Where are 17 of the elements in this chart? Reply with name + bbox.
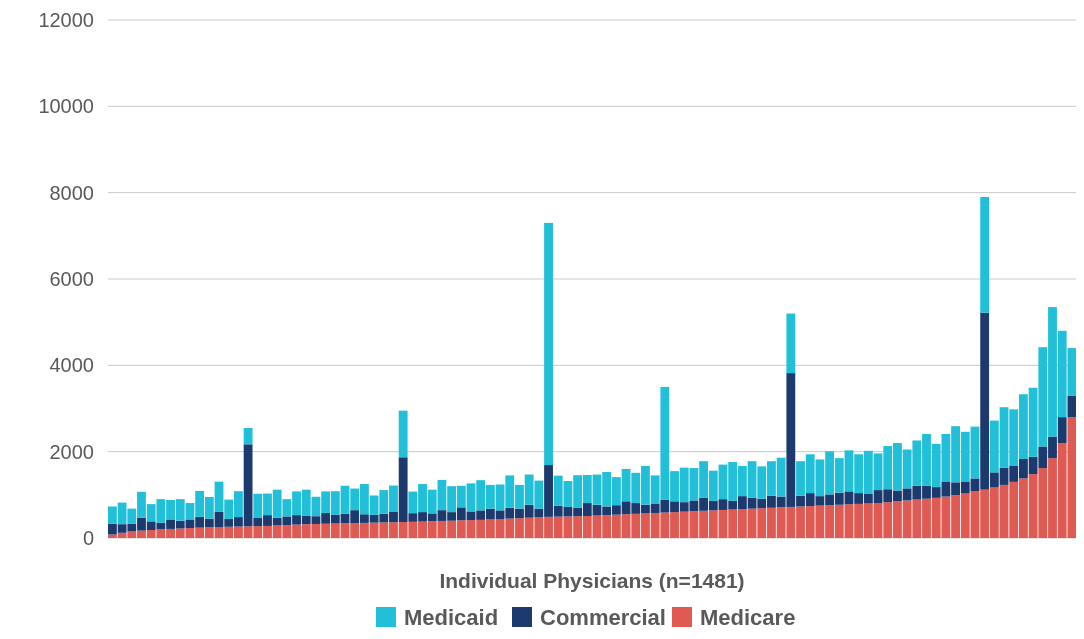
bar xyxy=(544,222,553,466)
y-tick-label: 12000 xyxy=(38,9,94,31)
y-tick-label: 6000 xyxy=(49,268,94,290)
bar xyxy=(398,410,408,458)
legend-label: Commercial xyxy=(540,604,666,630)
legend-label: Medicaid xyxy=(404,604,499,630)
bar xyxy=(243,427,253,445)
legend-label: Medicare xyxy=(700,604,796,630)
bar xyxy=(786,313,796,374)
x-axis-title: Individual Physicians (n=1481) xyxy=(439,569,745,592)
y-tick-label: 2000 xyxy=(49,440,94,463)
bar xyxy=(980,196,990,313)
y-tick-label: 8000 xyxy=(49,181,94,204)
y-tick-label: 0 xyxy=(82,527,94,549)
y-tick-label: 10000 xyxy=(38,95,94,118)
y-tick-label: 4000 xyxy=(49,354,94,377)
bar xyxy=(1067,395,1076,418)
